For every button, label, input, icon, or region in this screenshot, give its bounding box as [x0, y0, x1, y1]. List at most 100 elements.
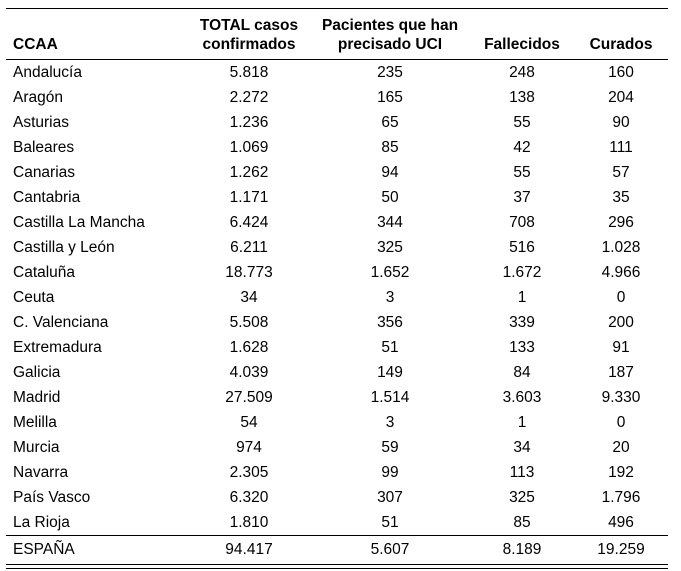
cell-fallecidos: 84: [513, 364, 531, 381]
total-cell-uci: 5.607: [370, 541, 410, 558]
cell-ccaa: Murcia: [13, 439, 60, 456]
cell-curados: 192: [608, 464, 634, 481]
cell-fallecidos: 37: [513, 189, 531, 206]
header-fallecidos-label: Fallecidos: [484, 36, 560, 53]
cell-curados: 0: [616, 289, 626, 306]
header-curados: Curados: [574, 9, 668, 60]
cell-curados: 204: [608, 89, 634, 106]
cell-ccaa: Castilla La Mancha: [13, 214, 145, 231]
cell-curados: 200: [608, 314, 634, 331]
cell-uci: 94: [381, 164, 399, 181]
table-row: Ceuta 34 3 1 0: [6, 285, 668, 310]
table-row: Melilla 54 3 1 0: [6, 410, 668, 435]
cell-curados: 1.796: [601, 489, 641, 506]
cell-total-casos: 1.262: [229, 164, 269, 181]
table-row: Cataluña 18.773 1.652 1.672 4.966: [6, 260, 668, 285]
cell-total-casos: 34: [240, 289, 258, 306]
cell-curados: 9.330: [601, 389, 641, 406]
header-total-casos-line1: TOTAL casos: [199, 17, 299, 34]
header-uci: Pacientes que han precisado UCI: [310, 9, 470, 60]
table-row: Navarra 2.305 99 113 192: [6, 460, 668, 485]
cell-total-casos: 1.628: [229, 339, 269, 356]
cell-uci: 235: [377, 64, 403, 81]
cell-ccaa: País Vasco: [13, 489, 91, 506]
table-header: CCAA TOTAL casos confirmados Pacientes q…: [6, 8, 668, 60]
cell-total-casos: 6.424: [229, 214, 269, 231]
table-row: Cantabria 1.171 50 37 35: [6, 185, 668, 210]
cell-fallecidos: 1: [517, 414, 527, 431]
cell-uci: 307: [377, 489, 403, 506]
cell-uci: 3: [385, 289, 395, 306]
cell-curados: 91: [612, 339, 630, 356]
cell-uci: 51: [381, 514, 399, 531]
cell-uci: 65: [381, 114, 399, 131]
ccaa-table: CCAA TOTAL casos confirmados Pacientes q…: [6, 8, 668, 563]
cell-fallecidos: 3.603: [502, 389, 542, 406]
header-curados-label: Curados: [589, 36, 653, 53]
cell-uci: 149: [377, 364, 403, 381]
cell-curados: 160: [608, 64, 634, 81]
cell-fallecidos: 55: [513, 164, 531, 181]
cell-uci: 325: [377, 239, 403, 256]
table-row: Aragón 2.272 165 138 204: [6, 85, 668, 110]
cell-ccaa: Madrid: [13, 389, 61, 406]
total-cell-fallecidos: 8.189: [502, 541, 542, 558]
cell-total-casos: 2.305: [229, 464, 269, 481]
cell-ccaa: Aragón: [13, 89, 63, 106]
cell-total-casos: 1.810: [229, 514, 269, 531]
total-row: ESPAÑA 94.417 5.607 8.189 19.259: [6, 535, 668, 564]
double-bottom-rule: [6, 564, 668, 569]
cell-total-casos: 54: [240, 414, 258, 431]
cell-fallecidos: 248: [509, 64, 535, 81]
cell-ccaa: La Rioja: [13, 514, 70, 531]
cell-total-casos: 4.039: [229, 364, 269, 381]
cell-curados: 187: [608, 364, 634, 381]
cell-total-casos: 18.773: [225, 264, 273, 281]
table-row: C. Valenciana 5.508 356 339 200: [6, 310, 668, 335]
cell-uci: 85: [381, 139, 399, 156]
total-cell-ccaa: ESPAÑA: [13, 541, 75, 558]
total-cell-curados: 19.259: [597, 541, 645, 558]
cell-total-casos: 27.509: [225, 389, 273, 406]
total-cell-total-casos: 94.417: [225, 541, 273, 558]
cell-total-casos: 6.211: [230, 239, 268, 256]
cell-uci: 99: [381, 464, 399, 481]
cell-fallecidos: 85: [513, 514, 531, 531]
cell-ccaa: Melilla: [13, 414, 57, 431]
cell-fallecidos: 42: [513, 139, 531, 156]
table-row: Extremadura 1.628 51 133 91: [6, 335, 668, 360]
cell-curados: 35: [612, 189, 630, 206]
cell-total-casos: 5.818: [229, 64, 269, 81]
cell-ccaa: Extremadura: [13, 339, 102, 356]
cell-total-casos: 1.236: [229, 114, 269, 131]
cell-fallecidos: 55: [513, 114, 531, 131]
cell-total-casos: 1.171: [229, 189, 269, 206]
header-fallecidos: Fallecidos: [470, 9, 574, 60]
cell-ccaa: Cantabria: [13, 189, 81, 206]
cell-curados: 57: [612, 164, 630, 181]
cell-fallecidos: 339: [509, 314, 535, 331]
cell-curados: 0: [616, 414, 626, 431]
cell-fallecidos: 325: [509, 489, 535, 506]
cell-total-casos: 6.320: [229, 489, 269, 506]
cell-ccaa: Galicia: [13, 364, 61, 381]
header-uci-line1: Pacientes que han: [321, 17, 459, 34]
header-row: CCAA TOTAL casos confirmados Pacientes q…: [6, 8, 668, 60]
cell-total-casos: 974: [236, 439, 262, 456]
cell-fallecidos: 133: [509, 339, 535, 356]
cell-total-casos: 5.508: [229, 314, 269, 331]
cell-uci: 1.514: [370, 389, 410, 406]
cell-ccaa: Ceuta: [13, 289, 55, 306]
cell-curados: 20: [612, 439, 630, 456]
cell-uci: 51: [381, 339, 399, 356]
cell-uci: 165: [377, 89, 403, 106]
cell-ccaa: Canarias: [13, 164, 76, 181]
cell-ccaa: Baleares: [13, 139, 75, 156]
cell-fallecidos: 34: [513, 439, 531, 456]
header-ccaa: CCAA: [6, 9, 188, 60]
cell-curados: 496: [608, 514, 634, 531]
table-row: Castilla La Mancha 6.424 344 708 296: [6, 210, 668, 235]
table-row: Madrid 27.509 1.514 3.603 9.330: [6, 385, 668, 410]
cell-fallecidos: 1: [517, 289, 527, 306]
cell-curados: 1.028: [601, 239, 641, 256]
